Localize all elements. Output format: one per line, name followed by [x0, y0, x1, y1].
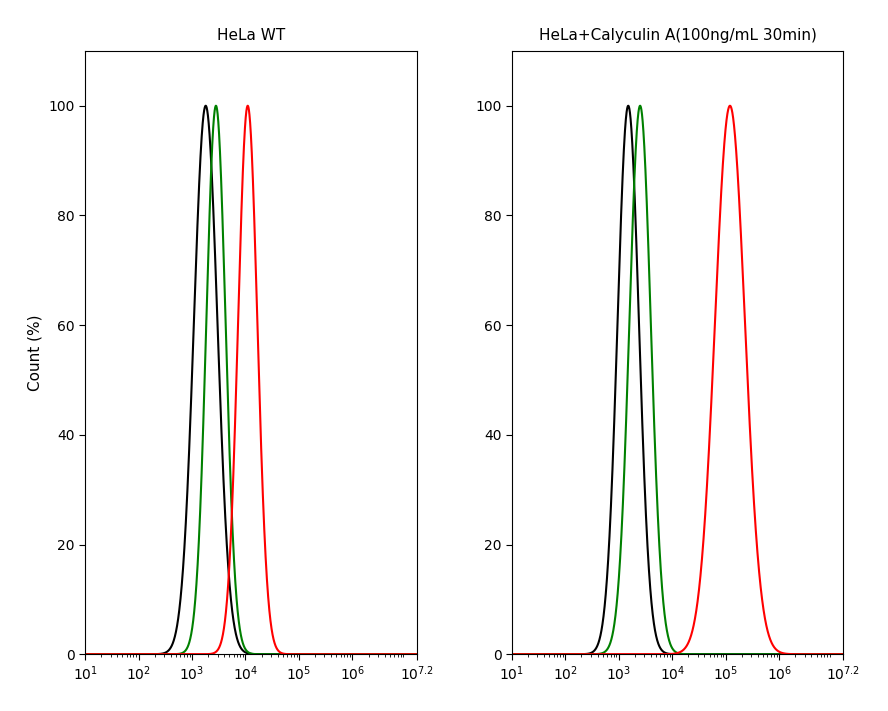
Title: HeLa WT: HeLa WT — [217, 28, 285, 43]
Y-axis label: Count (%): Count (%) — [28, 314, 43, 391]
Title: HeLa+Calyculin A(100ng/mL 30min): HeLa+Calyculin A(100ng/mL 30min) — [539, 28, 817, 43]
